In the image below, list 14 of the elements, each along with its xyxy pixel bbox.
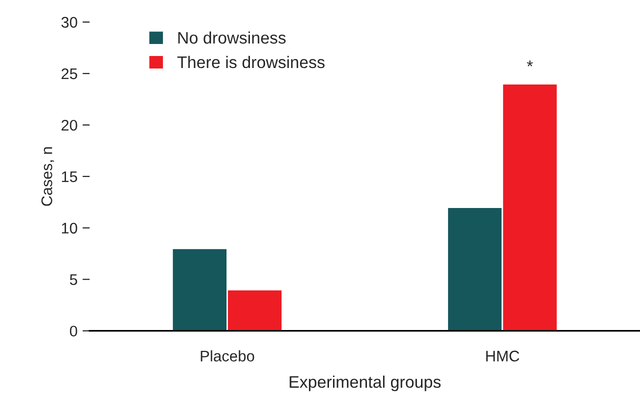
y-tick-label: 0 bbox=[70, 326, 78, 337]
y-tick-label: 5 bbox=[70, 274, 78, 286]
y-tick-label: 20 bbox=[62, 120, 78, 131]
x-tick-label: HMC bbox=[486, 350, 520, 362]
y-axis-title: Cases, n bbox=[41, 147, 54, 206]
annotation: * bbox=[526, 60, 533, 66]
y-tick-label: 15 bbox=[62, 171, 78, 182]
y-tick-label: 30 bbox=[61, 16, 78, 28]
y-tick-label: 10 bbox=[62, 222, 78, 234]
legend-label: No drowsiness bbox=[178, 31, 286, 44]
x-axis-title: Experimental groups bbox=[290, 376, 441, 392]
y-tick-label: 25 bbox=[62, 68, 78, 80]
legend-label: There is drowsiness bbox=[177, 56, 325, 68]
x-tick-label: Placebo bbox=[200, 350, 254, 362]
